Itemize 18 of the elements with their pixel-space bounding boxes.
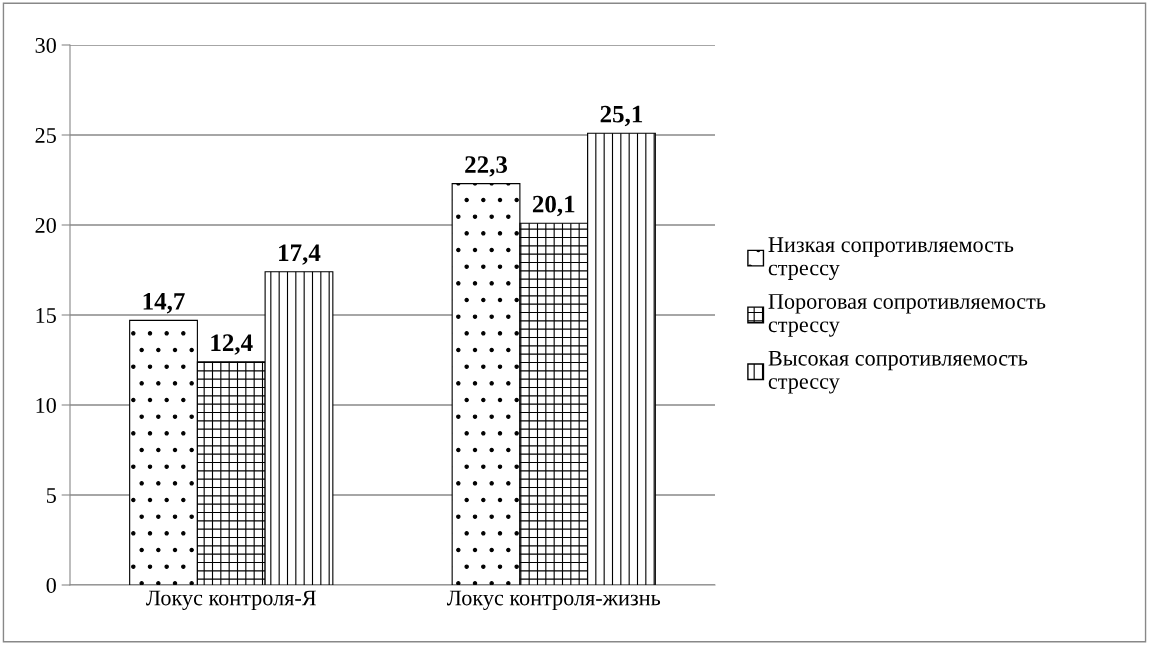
data-label: 22,3 <box>465 156 508 177</box>
y-tick-label: 10 <box>36 397 56 413</box>
data-label: 12,4 <box>211 334 253 355</box>
y-tick-label: 15 <box>36 308 56 323</box>
data-label: 20,1 <box>532 195 575 217</box>
x-tick-label: Локус контроля-жизнь <box>446 590 661 611</box>
y-tick-label: 25 <box>35 127 56 143</box>
data-label: 17,4 <box>279 244 321 265</box>
x-tick-label: Локус контроля-Я <box>146 590 316 611</box>
data-label: 25,1 <box>600 105 643 127</box>
y-tick-label: 20 <box>35 217 56 233</box>
legend-label: Пороговая сопротивляемость стрессу <box>768 294 1046 337</box>
legend-label: Низкая сопротивляемость стрессу <box>768 237 1014 280</box>
y-tick-label: 0 <box>46 577 56 593</box>
y-tick-label: 30 <box>35 37 56 53</box>
legend-label: Высокая сопротивляемость стрессу <box>768 350 1028 394</box>
y-tick-label: 5 <box>46 488 56 503</box>
data-label: 14,7 <box>143 293 185 314</box>
